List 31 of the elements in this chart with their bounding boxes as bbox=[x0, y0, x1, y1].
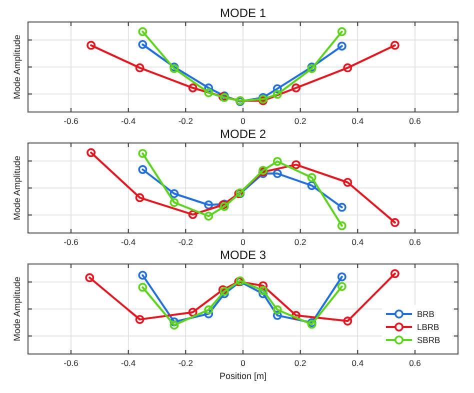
x-tick-label: -0.2 bbox=[178, 358, 194, 368]
chart-title: MODE 3 bbox=[220, 248, 266, 262]
y-axis-title: Mode Amplitude bbox=[12, 34, 22, 100]
x-tick-label: -0.4 bbox=[121, 237, 136, 247]
x-tick-label: -0.4 bbox=[121, 358, 136, 368]
x-tick-label: 0 bbox=[240, 358, 246, 368]
x-tick-label: -0.2 bbox=[178, 237, 194, 247]
y-axis-title: Mode Amplitude bbox=[12, 156, 22, 220]
chart-title: MODE 1 bbox=[220, 6, 266, 20]
y-axis-title: Mode Amplitude bbox=[12, 276, 22, 342]
x-tick-label: 0.4 bbox=[352, 358, 364, 368]
x-tick-label: 0.2 bbox=[294, 358, 307, 368]
legend-label: BRB bbox=[417, 309, 435, 319]
x-tick-label: 0.6 bbox=[409, 116, 422, 126]
x-axis-title: Position [m] bbox=[219, 371, 267, 381]
chart-title: MODE 2 bbox=[220, 127, 266, 141]
x-tick-label: 0.2 bbox=[294, 116, 307, 126]
x-tick-label: 0.6 bbox=[409, 358, 422, 368]
x-tick-label: 0.4 bbox=[352, 116, 364, 126]
x-tick-label: 0 bbox=[240, 237, 246, 247]
x-tick-label: 0.6 bbox=[409, 237, 422, 247]
legend-label: LBRB bbox=[417, 322, 440, 332]
x-tick-label: 0 bbox=[240, 116, 246, 126]
x-tick-label: -0.2 bbox=[178, 116, 194, 126]
legend-label: SBRB bbox=[417, 335, 440, 345]
x-tick-label: 0.4 bbox=[352, 237, 364, 247]
x-tick-label: 0.2 bbox=[294, 237, 307, 247]
x-tick-label: -0.6 bbox=[64, 358, 79, 368]
x-tick-label: -0.6 bbox=[64, 237, 79, 247]
x-tick-label: -0.6 bbox=[64, 116, 79, 126]
x-tick-label: -0.4 bbox=[121, 116, 136, 126]
